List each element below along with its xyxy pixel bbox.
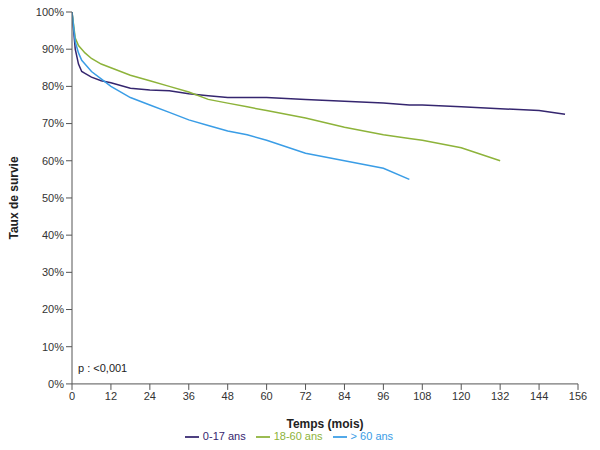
svg-text:120: 120	[452, 390, 470, 402]
html-text:18-60 ans: 18-60 ans	[273, 429, 323, 442]
svg-text:80%: 80%	[42, 80, 64, 92]
html-text:0-17 ans: 0-17 ans	[202, 429, 246, 442]
svg-text:60%: 60%	[42, 155, 64, 167]
svg-text:96: 96	[377, 390, 389, 402]
svg-text:24: 24	[144, 390, 156, 402]
svg-text:90%: 90%	[42, 43, 64, 55]
html-text:p : <0,001: p : <0,001	[78, 362, 128, 374]
svg-text:12: 12	[105, 390, 117, 402]
svg-text:132: 132	[491, 390, 509, 402]
svg-text:108: 108	[413, 390, 431, 402]
svg-text:0%: 0%	[48, 378, 64, 390]
svg-text:Temps (mois): Temps (mois)	[286, 417, 363, 431]
svg-text:10%: 10%	[42, 341, 64, 353]
svg-text:48: 48	[222, 390, 234, 402]
svg-text:156: 156	[569, 390, 587, 402]
svg-text:20%: 20%	[42, 303, 64, 315]
svg-text:40%: 40%	[42, 229, 64, 241]
html-text:> 60 ans: > 60 ans	[350, 429, 394, 442]
svg-text:Taux de survie: Taux de survie	[8, 156, 21, 239]
svg-text:144: 144	[530, 390, 548, 402]
svg-text:30%: 30%	[42, 266, 64, 278]
svg-text:84: 84	[338, 390, 350, 402]
svg-text:72: 72	[299, 390, 311, 402]
svg-text:50%: 50%	[42, 192, 64, 204]
svg-text:60: 60	[260, 390, 272, 402]
svg-text:70%: 70%	[42, 117, 64, 129]
svg-text:0: 0	[69, 390, 75, 402]
svg-text:100%: 100%	[36, 6, 64, 18]
svg-text:36: 36	[183, 390, 195, 402]
